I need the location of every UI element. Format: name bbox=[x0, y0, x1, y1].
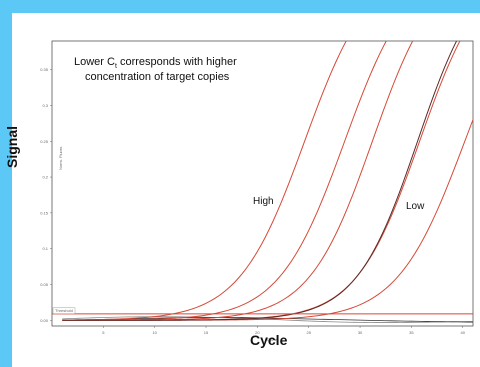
x-tick-label: 10 bbox=[152, 330, 157, 335]
x-ticks: 5 10 15 20 25 30 35 40 bbox=[102, 326, 466, 335]
amplification-curve bbox=[62, 119, 473, 321]
qpcr-amplification-chart: 0.00 0.05 0.1 0.15 0.2 0.25 0.3 0.35 5 10 15 20 25 3… bbox=[40, 40, 474, 335]
inner-y-axis-label: Norm. Fluoro. bbox=[58, 145, 63, 170]
threshold: Threshold bbox=[52, 307, 473, 315]
x-tick-label: 25 bbox=[306, 330, 311, 335]
curves bbox=[62, 41, 473, 323]
x-axis-label: Cycle bbox=[250, 332, 288, 348]
y-axis-label: Signal bbox=[4, 125, 20, 168]
y-ticks: 0.00 0.05 0.1 0.15 0.2 0.25 0.3 0.35 bbox=[40, 67, 52, 323]
x-tick-label: 15 bbox=[204, 330, 209, 335]
y-tick-label: 0.3 bbox=[42, 103, 48, 108]
x-tick-label: 20 bbox=[255, 330, 260, 335]
y-tick-label: 0.1 bbox=[42, 246, 48, 251]
inner-x-axis-label: Cycle bbox=[267, 337, 278, 342]
threshold-label: Threshold bbox=[55, 308, 73, 313]
x-tick-label: 30 bbox=[358, 330, 363, 335]
y-tick-label: 0.00 bbox=[40, 318, 49, 323]
high-label: High bbox=[253, 196, 274, 207]
y-tick-label: 0.05 bbox=[40, 282, 49, 287]
amplification-curve bbox=[62, 41, 347, 321]
y-tick-label: 0.2 bbox=[42, 175, 48, 180]
y-tick-label: 0.15 bbox=[40, 210, 49, 215]
threshold-label-box bbox=[52, 307, 76, 315]
x-tick-label: 5 bbox=[102, 330, 105, 335]
plot-frame bbox=[51, 40, 474, 327]
chart-panel: 0.00 0.05 0.1 0.15 0.2 0.25 0.3 0.35 5 10 15 20 25 3… bbox=[12, 13, 480, 367]
y-tick-label: 0.25 bbox=[40, 139, 49, 144]
y-tick-label: 0.35 bbox=[40, 67, 49, 72]
x-tick-label: 35 bbox=[409, 330, 414, 335]
annotation-line-1: Lower Ct corresponds with higher bbox=[74, 56, 237, 70]
annotation-line-2: concentration of target copies bbox=[85, 71, 230, 83]
amplification-curve-dark bbox=[62, 41, 458, 321]
low-label: Low bbox=[406, 201, 425, 212]
x-tick-label: 40 bbox=[461, 330, 466, 335]
